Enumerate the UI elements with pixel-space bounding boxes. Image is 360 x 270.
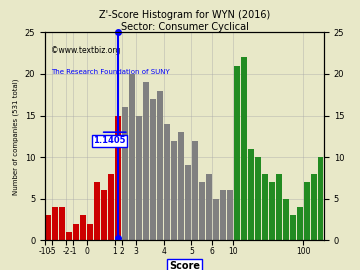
Bar — [199, 182, 205, 240]
Bar — [185, 166, 191, 240]
Bar — [45, 215, 51, 240]
Text: 1.1405: 1.1405 — [93, 136, 125, 145]
Bar — [269, 182, 275, 240]
Bar — [220, 190, 226, 240]
Bar — [171, 140, 177, 240]
Bar — [227, 190, 233, 240]
Bar — [150, 99, 156, 240]
Bar — [241, 57, 247, 240]
Bar — [234, 66, 240, 240]
Bar — [206, 174, 212, 240]
Text: ©www.textbiz.org: ©www.textbiz.org — [50, 46, 120, 55]
Bar — [108, 174, 114, 240]
Bar — [87, 224, 93, 240]
Bar — [129, 74, 135, 240]
Bar — [164, 124, 170, 240]
Bar — [262, 174, 268, 240]
Bar — [311, 174, 316, 240]
Bar — [283, 199, 289, 240]
Bar — [290, 215, 296, 240]
Bar — [297, 207, 302, 240]
Bar — [157, 91, 163, 240]
Bar — [192, 140, 198, 240]
Y-axis label: Number of companies (531 total): Number of companies (531 total) — [13, 78, 19, 195]
Bar — [318, 157, 324, 240]
Bar — [276, 174, 282, 240]
Bar — [136, 116, 142, 240]
Title: Z'-Score Histogram for WYN (2016)
Sector: Consumer Cyclical: Z'-Score Histogram for WYN (2016) Sector… — [99, 10, 270, 32]
Bar — [115, 116, 121, 240]
Bar — [94, 182, 100, 240]
Bar — [178, 132, 184, 240]
Bar — [213, 199, 219, 240]
Bar — [303, 182, 310, 240]
Bar — [101, 190, 107, 240]
Bar — [80, 215, 86, 240]
Bar — [73, 224, 79, 240]
Bar — [143, 82, 149, 240]
Text: The Research Foundation of SUNY: The Research Foundation of SUNY — [50, 69, 169, 75]
Bar — [53, 207, 58, 240]
Bar — [255, 157, 261, 240]
Bar — [122, 107, 128, 240]
Bar — [67, 232, 72, 240]
X-axis label: Score: Score — [169, 261, 200, 270]
Bar — [248, 149, 254, 240]
Bar — [59, 207, 66, 240]
